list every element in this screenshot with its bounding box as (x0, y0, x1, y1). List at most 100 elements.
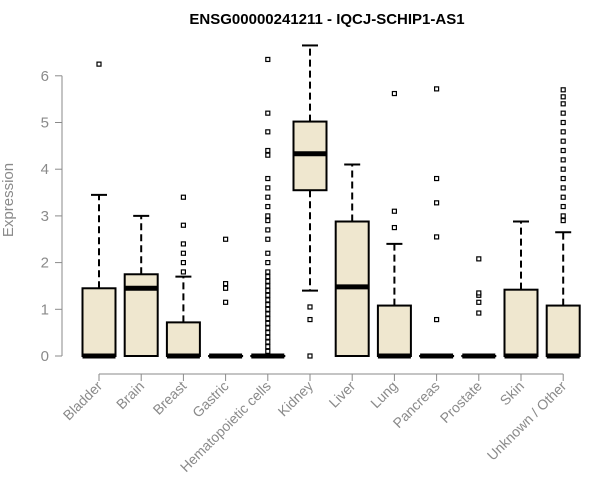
outlier-point (265, 325, 271, 331)
outlier-point (307, 316, 313, 323)
box-skin (503, 220, 539, 359)
chart-title: ENSG00000241211 - IQCJ-SCHIP1-AS1 (189, 11, 464, 28)
outlier-point (560, 194, 566, 200)
outlier-point (265, 185, 271, 191)
outlier-point (265, 217, 271, 224)
outlier-point (265, 297, 271, 303)
outlier-point (560, 110, 566, 116)
outlier-point (180, 269, 186, 275)
box-rect (545, 304, 581, 357)
outlier-point (476, 299, 482, 305)
outlier-point (560, 166, 566, 172)
outlier-point (434, 86, 440, 92)
outlier-point (391, 224, 397, 231)
outlier-point (223, 285, 229, 291)
outlier-point (265, 278, 271, 284)
y-tick-label: 0 (41, 348, 49, 365)
outlier-point (265, 147, 271, 154)
outlier-point (265, 250, 271, 256)
x-tick-label: Pancreas (390, 378, 443, 431)
outlier-point (96, 61, 102, 67)
box-rect (165, 321, 201, 358)
outlier-point (265, 56, 271, 63)
x-tick-label: Kidney (275, 378, 317, 420)
y-axis-label: Expression (0, 163, 17, 237)
y-tick-label: 4 (41, 161, 49, 178)
outlier-point (560, 157, 566, 163)
outlier-point (391, 208, 397, 214)
outlier-point (265, 236, 271, 242)
box-prostate (461, 256, 497, 359)
x-tick-label: Prostate (437, 378, 485, 426)
outlier-point (265, 302, 271, 308)
outlier-point (560, 94, 566, 100)
box-rect (376, 304, 412, 357)
x-tick-label: Liver (326, 378, 359, 411)
outlier-point (434, 316, 440, 323)
outlier-point (265, 227, 271, 233)
y-tick-label: 3 (41, 208, 49, 225)
outlier-point (223, 236, 229, 242)
y-tick-label: 6 (41, 68, 49, 85)
outlier-point (265, 213, 271, 219)
x-tick-label: Breast (150, 378, 190, 418)
outlier-point (560, 203, 566, 210)
outlier-point (265, 292, 271, 298)
outlier-point (560, 119, 566, 126)
box-hematopoietic-cells (250, 56, 286, 359)
x-tick-label: Unknown / Other (484, 378, 570, 464)
outlier-point (265, 175, 271, 182)
outlier-point (223, 299, 229, 305)
outlier-point (265, 283, 271, 289)
outlier-point (560, 213, 566, 219)
outlier-point (265, 269, 271, 275)
outlier-point (265, 260, 271, 266)
outlier-point (265, 110, 271, 116)
outlier-point (265, 316, 271, 322)
outlier-point (560, 217, 566, 224)
x-tick-label: Skin (497, 378, 528, 409)
box-kidney (292, 44, 328, 359)
outlier-point (434, 175, 440, 182)
box-bladder (81, 61, 117, 359)
y-tick-label: 5 (41, 115, 49, 132)
outlier-point (560, 185, 566, 191)
box-liver (334, 163, 370, 357)
y-axis: 0 1 2 3 4 5 6 (41, 68, 63, 365)
outlier-point (265, 320, 271, 326)
outlier-point (560, 147, 566, 154)
outlier-point (307, 304, 313, 310)
outlier-point (180, 222, 186, 228)
x-tick-label: Bladder (60, 378, 106, 424)
outlier-point (265, 330, 271, 336)
outlier-point (180, 250, 186, 256)
outlier-point (180, 194, 186, 200)
outlier-point (265, 339, 271, 345)
box-breast (165, 194, 201, 359)
outlier-point (476, 310, 482, 316)
x-tick-label: Brain (113, 378, 147, 412)
outlier-point (560, 175, 566, 182)
outlier-point (265, 274, 271, 280)
box-brain (123, 214, 159, 357)
y-tick-label: 1 (41, 301, 49, 318)
outlier-point (434, 234, 440, 240)
outlier-point (307, 353, 313, 359)
boxes-group (81, 44, 581, 359)
outlier-point (265, 306, 271, 312)
outlier-point (265, 194, 271, 200)
outlier-point (265, 129, 271, 135)
outlier-point (265, 344, 271, 350)
outlier-point (265, 203, 271, 210)
outlier-point (560, 129, 566, 135)
outlier-point (560, 138, 566, 144)
outlier-point (223, 281, 229, 287)
y-tick-label: 2 (41, 255, 49, 272)
outlier-point (265, 311, 271, 317)
outlier-point (265, 334, 271, 340)
box-rect (503, 288, 539, 358)
box-gastric (208, 236, 244, 359)
